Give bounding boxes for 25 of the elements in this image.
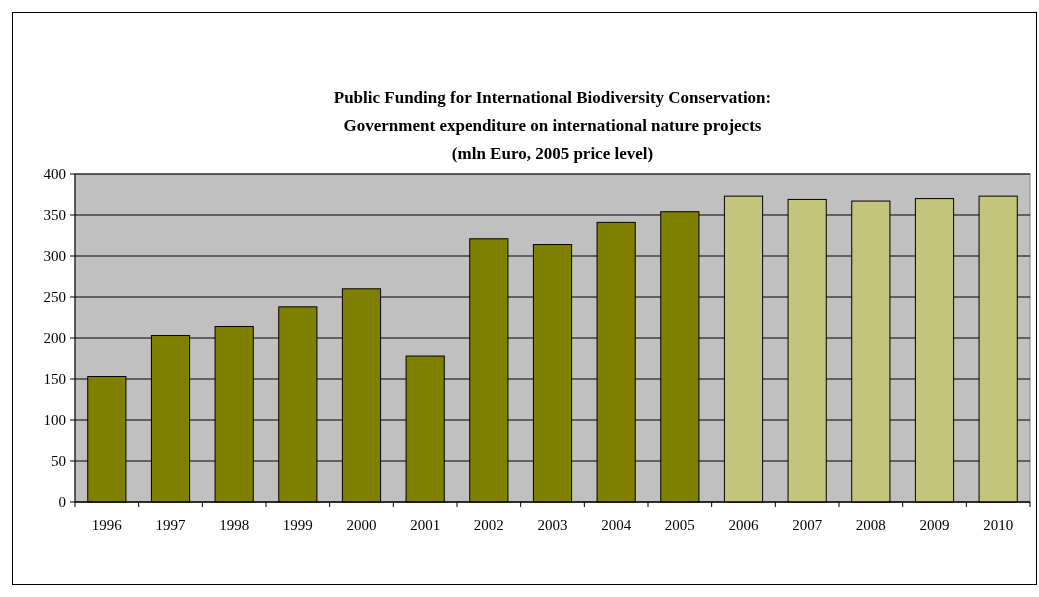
x-tick-label: 2010 [983, 517, 1014, 533]
y-tick-label: 50 [51, 453, 66, 470]
x-tick-label: 2002 [473, 517, 504, 533]
y-tick-label: 250 [43, 289, 66, 306]
x-tick-label: 1996 [91, 517, 123, 533]
x-tick-label: 1999 [282, 517, 313, 533]
x-tick-label: 2001 [410, 517, 441, 533]
x-tick-label: 2004 [601, 517, 632, 533]
x-tick-label: 2008 [855, 517, 886, 533]
x-tick-label: 2005 [664, 517, 695, 533]
x-tick-label: 2009 [919, 517, 950, 533]
y-tick-label: 0 [58, 494, 66, 511]
y-tick-label: 300 [43, 248, 66, 265]
y-tick-label: 350 [43, 207, 66, 224]
chart-title: Public Funding for International Biodiversity Conservation: Government expenditure on international nature projects (mln Euro, 2005 price level) [333, 88, 772, 163]
y-tick-label: 150 [43, 371, 66, 388]
y-tick-label: 400 [43, 166, 66, 183]
x-tick-label: 1997 [155, 517, 186, 533]
x-tick-label: 2003 [537, 517, 568, 533]
y-tick-label: 200 [43, 330, 66, 347]
x-tick-label: 2007 [792, 517, 823, 533]
x-tick-label: 1998 [219, 517, 250, 533]
y-tick-label: 100 [43, 412, 66, 429]
x-tick-label: 2000 [346, 517, 377, 533]
x-tick-label: 2006 [728, 517, 759, 533]
